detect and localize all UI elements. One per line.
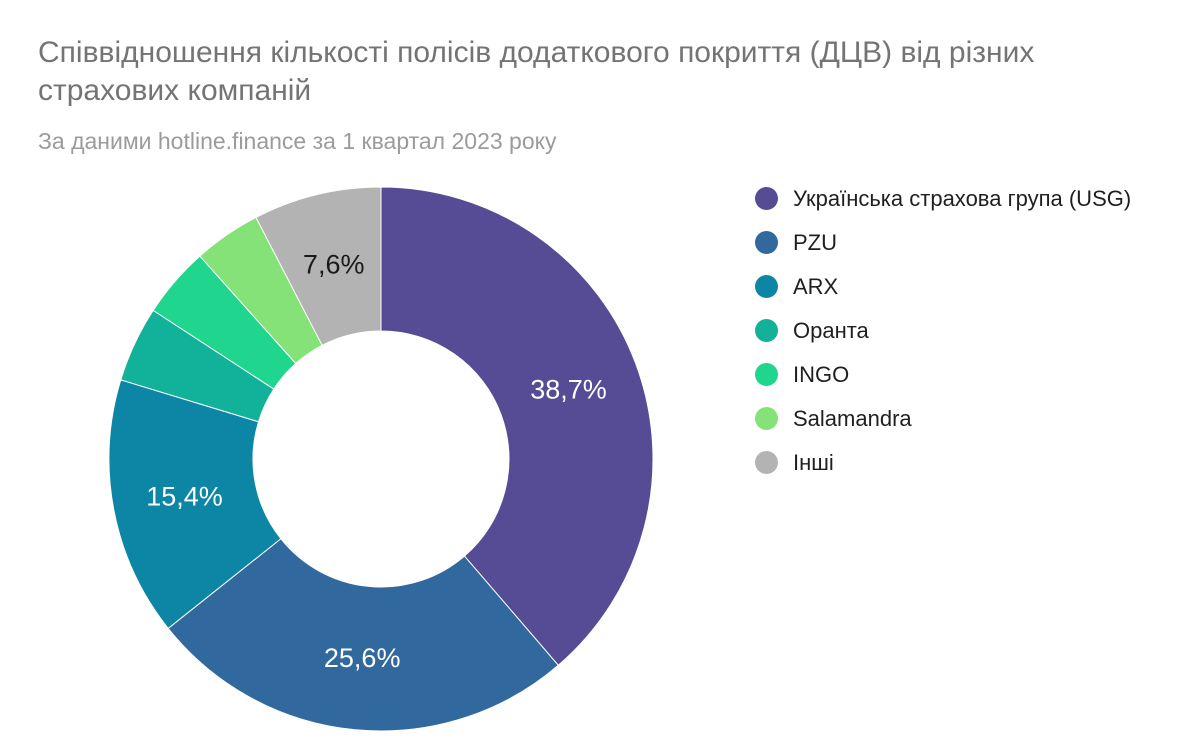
- legend-label-ingo: INGO: [793, 362, 850, 387]
- legend-swatch-inshi: [755, 451, 778, 474]
- legend-swatch-oranta: [755, 319, 778, 342]
- chart-legend: Українська страхова група (USG) PZU ARX Ора…: [755, 187, 1131, 474]
- legend-item-arx[interactable]: ARX: [755, 275, 1131, 298]
- chart-title: Співвідношення кількості полісів додатко…: [38, 36, 1035, 107]
- legend-label-arx: ARX: [793, 274, 839, 299]
- pie-slice-pzu[interactable]: [167, 538, 560, 732]
- legend-item-salamandra[interactable]: Salamandra: [755, 407, 1131, 430]
- legend-swatch-arx: [755, 275, 778, 298]
- chart-subtitle: За даними hotline.finance за 1 квартал 2…: [38, 128, 557, 154]
- legend-label-salamandra: Salamandra: [793, 406, 912, 431]
- legend-swatch-ingo: [755, 363, 778, 386]
- legend-item-usg[interactable]: Українська страхова група (USG): [755, 187, 1131, 210]
- pie-slice-arx[interactable]: [108, 379, 282, 630]
- chart-header: Співвідношення кількості полісів додатко…: [38, 34, 1138, 155]
- legend-item-ingo[interactable]: INGO: [755, 363, 1131, 386]
- legend-item-inshi[interactable]: Інші: [755, 451, 1131, 474]
- pie-slice-inshi[interactable]: [255, 186, 382, 346]
- legend-swatch-pzu: [755, 231, 778, 254]
- pie-slice-usg[interactable]: [380, 186, 654, 666]
- legend-label-inshi: Інші: [793, 450, 834, 475]
- legend-label-pzu: PZU: [793, 230, 837, 255]
- legend-swatch-usg: [755, 187, 778, 210]
- legend-label-oranta: Оранта: [793, 318, 869, 343]
- donut-chart: 38,7%25,6%15,4%7,6%: [108, 186, 654, 732]
- legend-item-oranta[interactable]: Оранта: [755, 319, 1131, 342]
- legend-swatch-salamandra: [755, 407, 778, 430]
- legend-label-usg: Українська страхова група (USG): [793, 186, 1132, 211]
- legend-item-pzu[interactable]: PZU: [755, 231, 1131, 254]
